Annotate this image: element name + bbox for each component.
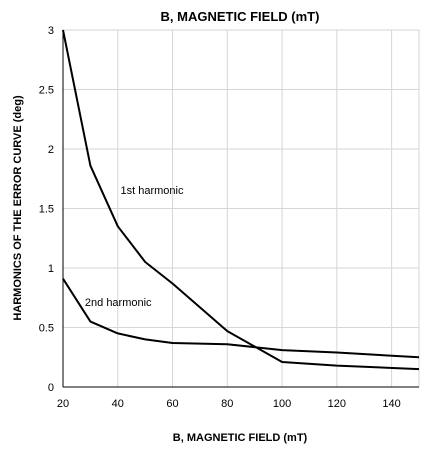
y-tick-label: 2 [48,144,54,156]
series-lines [62,29,420,371]
chart-title: B, MAGNETIC FIELD (mT) [161,9,320,24]
y-tick-label: 1 [48,263,54,275]
y-tick-label: 1.5 [39,204,54,216]
series-line-2 [62,278,420,359]
x-tick-label: 20 [57,398,69,410]
annotation-2: 2nd harmonic [85,297,152,309]
x-tick-label: 40 [112,398,124,410]
y-tick-label: 2.5 [39,85,54,97]
x-tick-label: 80 [221,398,233,410]
x-tick-label: 140 [382,398,400,410]
annotation-1: 1st harmonic [121,185,184,197]
y-axis-label: HARMONICS OF THE ERROR CURVE (deg) [12,95,24,321]
y-tick-label: 0.5 [39,323,54,335]
x-tick-labels: 20 40 60 80 100 120 140 [57,398,401,410]
y-tick-label: 3 [48,25,54,37]
x-axis-label: B, MAGNETIC FIELD (mT) [173,432,308,444]
y-tick-label: 0 [48,382,54,394]
x-tick-label: 120 [328,398,346,410]
x-tick-label: 60 [166,398,178,410]
x-tick-label: 100 [273,398,291,410]
y-tick-labels: 0 0.5 1 1.5 2 2.5 3 [39,25,54,394]
series-line-1 [62,29,420,371]
annotations: 1st harmonic 2nd harmonic [85,185,184,309]
